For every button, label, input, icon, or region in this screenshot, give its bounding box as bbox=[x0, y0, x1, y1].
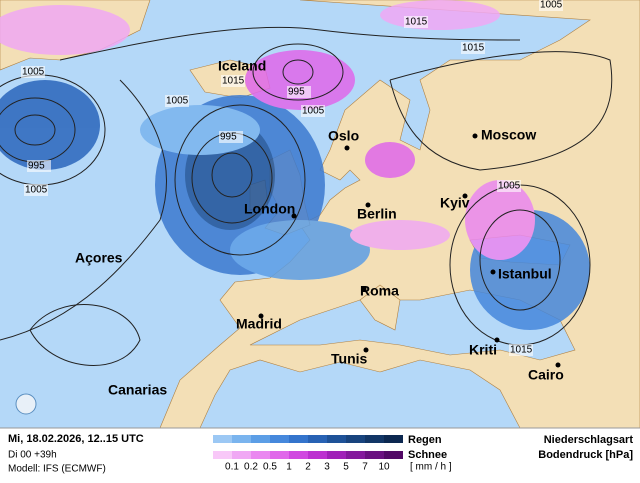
city-dot bbox=[555, 362, 561, 368]
city-label: Madrid bbox=[236, 316, 282, 332]
city-dot bbox=[365, 202, 371, 208]
legend-tick: 3 bbox=[324, 462, 330, 473]
isobar-label: 1005 bbox=[302, 106, 325, 117]
isobar-label-bg bbox=[24, 184, 48, 196]
legend-rain: Regen bbox=[408, 434, 442, 446]
city-label: Istanbul bbox=[498, 266, 552, 282]
city-label: Iceland bbox=[218, 58, 266, 74]
city-label: Kyiv bbox=[440, 195, 470, 211]
isobar-label: 1015 bbox=[510, 345, 533, 356]
isobar-label-bg bbox=[27, 160, 51, 172]
isobar-label: 995 bbox=[28, 161, 45, 172]
city-dot bbox=[472, 133, 478, 139]
legend-tick: 7 bbox=[362, 462, 368, 473]
isobar-label: 1005 bbox=[540, 0, 563, 11]
city-dot bbox=[291, 213, 297, 219]
isobar-label: 995 bbox=[220, 132, 237, 143]
city-dot bbox=[363, 347, 369, 353]
legend-snow-swatch bbox=[346, 451, 365, 459]
city-label: Canarias bbox=[108, 382, 167, 398]
legend-tick: 0.1 bbox=[225, 462, 239, 473]
isobar-label-bg bbox=[21, 66, 45, 78]
city-label: Tunis bbox=[331, 351, 368, 367]
isobar-label: 995 bbox=[288, 87, 305, 98]
legend-rain-swatch bbox=[251, 435, 270, 443]
city-dot bbox=[361, 286, 367, 292]
legend-rain-swatch bbox=[232, 435, 251, 443]
legend-tick: 0.5 bbox=[263, 462, 277, 473]
legend-rain-swatch bbox=[289, 435, 308, 443]
logo bbox=[15, 393, 37, 415]
isobar-label: 1015 bbox=[462, 43, 485, 54]
city-dot bbox=[490, 269, 496, 275]
isobar-label-bg bbox=[461, 42, 485, 54]
legend-tick: 2 bbox=[305, 462, 311, 473]
city-dot bbox=[462, 193, 468, 199]
isobar-label-bg bbox=[287, 86, 311, 98]
legend-snow-swatch bbox=[327, 451, 346, 459]
legend-rain-swatch bbox=[346, 435, 365, 443]
city-label: Moscow bbox=[481, 127, 536, 143]
legend-snow-swatch bbox=[270, 451, 289, 459]
legend-snow-swatch bbox=[232, 451, 251, 459]
legend-rain-swatch bbox=[270, 435, 289, 443]
legend-snow-swatch bbox=[308, 451, 327, 459]
legend-tick: 10 bbox=[378, 462, 390, 473]
isobar-label: 1015 bbox=[222, 76, 245, 87]
isobar-label-bg bbox=[219, 131, 243, 143]
legend-snow-swatch bbox=[289, 451, 308, 459]
isobar-label-bg bbox=[509, 344, 533, 356]
footer-date: Mi, 18.02.2026, 12..15 UTC bbox=[8, 433, 144, 445]
footer-run: Di 00 +39h bbox=[8, 450, 57, 461]
isobar-label-bg bbox=[301, 105, 325, 117]
city-label: Cairo bbox=[528, 367, 564, 383]
legend-rain-swatch bbox=[213, 435, 232, 443]
legend-snow-swatch bbox=[213, 451, 232, 459]
legend-snow-swatch bbox=[384, 451, 403, 459]
legend-tick: 5 bbox=[343, 462, 349, 473]
isobar-label-bg bbox=[221, 75, 245, 87]
city-label: Oslo bbox=[328, 128, 359, 144]
isobar-label: 1005 bbox=[166, 96, 189, 107]
isobar-label: 1015 bbox=[405, 17, 428, 28]
legend-snow-swatch bbox=[251, 451, 270, 459]
legend-tick: 0.2 bbox=[244, 462, 258, 473]
isobar-label-bg bbox=[497, 180, 521, 192]
legend-snow-swatch bbox=[365, 451, 384, 459]
legend-rain-swatch bbox=[365, 435, 384, 443]
isobar-label-bg bbox=[404, 16, 428, 28]
legend-unit: [ mm / h ] bbox=[410, 462, 452, 473]
isobar-label: 1005 bbox=[25, 185, 48, 196]
legend-snow: Schnee bbox=[408, 449, 447, 461]
legend-tick: 1 bbox=[286, 462, 292, 473]
info-type: Niederschlagsart bbox=[544, 434, 634, 446]
city-label: Berlin bbox=[357, 206, 397, 222]
city-dot bbox=[344, 145, 350, 151]
city-label: Kriti bbox=[469, 342, 497, 358]
city-label: Açores bbox=[75, 250, 123, 266]
legend-rain-swatch bbox=[327, 435, 346, 443]
info-pressure: Bodendruck [hPa] bbox=[538, 449, 633, 461]
city-dot bbox=[258, 313, 264, 319]
city-label: London bbox=[244, 201, 295, 217]
legend-rain-swatch bbox=[384, 435, 403, 443]
isobar-label: 1005 bbox=[22, 67, 45, 78]
footer-model: Modell: IFS (ECMWF) bbox=[8, 464, 106, 475]
isobar-label-bg bbox=[539, 0, 563, 11]
legend-rain-swatch bbox=[308, 435, 327, 443]
isobar-label-bg bbox=[165, 95, 189, 107]
city-label: Roma bbox=[360, 283, 399, 299]
isobar-label: 1005 bbox=[498, 181, 521, 192]
city-dot bbox=[494, 337, 500, 343]
